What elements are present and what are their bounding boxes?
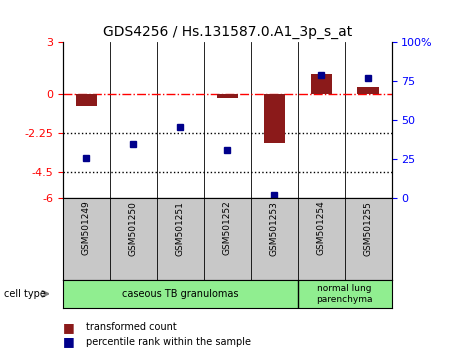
Bar — [357, 87, 378, 95]
Text: normal lung
parenchyma: normal lung parenchyma — [316, 284, 373, 304]
Bar — [123, 93, 144, 95]
Text: GSM501254: GSM501254 — [317, 201, 326, 256]
Text: GSM501249: GSM501249 — [82, 201, 91, 256]
Bar — [217, 95, 238, 97]
Bar — [76, 95, 97, 105]
Text: cell type: cell type — [4, 289, 46, 299]
Bar — [310, 74, 332, 95]
Text: ■: ■ — [63, 321, 75, 334]
Title: GDS4256 / Hs.131587.0.A1_3p_s_at: GDS4256 / Hs.131587.0.A1_3p_s_at — [103, 25, 352, 39]
Text: GSM501252: GSM501252 — [223, 201, 232, 256]
Text: transformed count: transformed count — [86, 322, 176, 332]
Text: GSM501251: GSM501251 — [176, 201, 185, 256]
Text: GSM501250: GSM501250 — [129, 201, 138, 256]
Text: caseous TB granulomas: caseous TB granulomas — [122, 289, 238, 299]
Text: percentile rank within the sample: percentile rank within the sample — [86, 337, 251, 347]
Bar — [264, 95, 285, 143]
Text: GSM501255: GSM501255 — [364, 201, 373, 256]
Text: ■: ■ — [63, 335, 75, 348]
Text: GSM501253: GSM501253 — [270, 201, 279, 256]
